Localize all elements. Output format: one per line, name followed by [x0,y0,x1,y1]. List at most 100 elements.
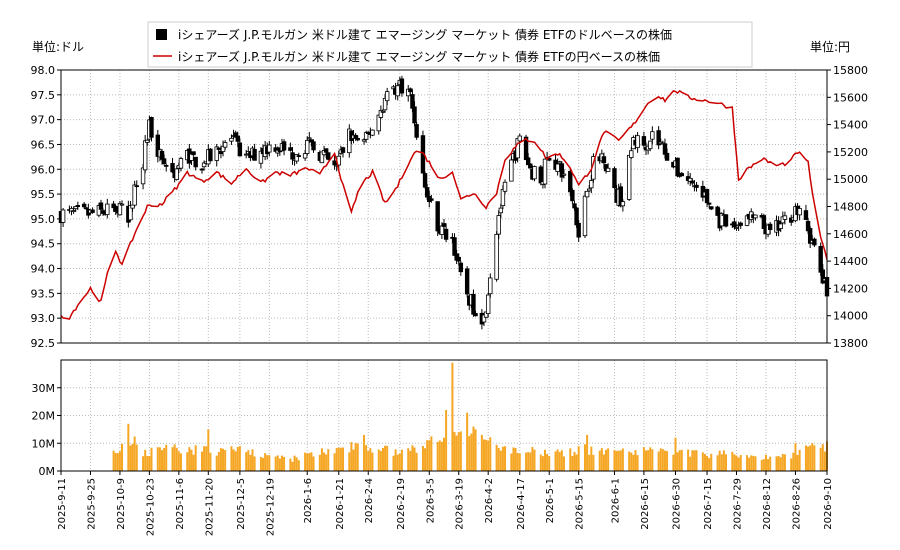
volume-bar [470,433,473,471]
candle-body [641,136,647,146]
volume-bar [352,449,355,471]
volume-bar [354,442,357,471]
x-tick-label: 2025-9-11 [57,478,68,530]
volume-bar [569,448,572,471]
candle-body [290,152,295,160]
x-tick-label: 2026-1-21 [335,478,346,530]
candle-body [778,223,783,229]
volume-bar [617,450,620,471]
candle-body [191,151,196,156]
candle-body [485,294,491,315]
candle-body [582,195,588,237]
volume-bar [424,448,427,471]
volume-bar [571,455,574,471]
candle-body [576,222,581,238]
volume-bar [613,450,616,471]
candle-body [134,185,139,188]
grid-layer [60,69,828,472]
candle-body [557,161,562,164]
volume-bar [813,445,816,471]
volume-bar [779,457,782,471]
volume-bar [171,447,174,471]
left-tick-label: 97.0 [31,114,56,127]
candle-body [370,129,375,136]
candle-body [441,223,447,227]
volume-bar [796,454,799,471]
volume-bar [592,454,595,471]
volume-bar [112,450,115,471]
volume-bar [525,452,528,471]
volume-bar [384,445,387,471]
candle-body [142,140,148,171]
candle-body [648,140,653,150]
volume-bar [443,437,445,471]
legend-label-usd: iシェアーズ J.P.モルガン 米ドル建て エマージング マーケット 債券 ET… [178,27,672,42]
volume-bar [310,452,313,471]
volume-bar [607,448,610,471]
volume-bar [131,443,134,471]
volume-bar [657,451,660,471]
candle-body [818,245,823,273]
volume-bar [173,444,176,471]
candle-body [538,166,544,184]
candle-body [568,170,573,193]
volume-tick-label: 30M [32,382,56,395]
volume-bar [146,455,149,471]
candle-body [498,207,504,214]
volume-bar [645,450,648,471]
volume-bar [546,454,549,471]
volume-bar [548,456,551,471]
yen-line-layer [60,89,828,320]
volume-bar [811,443,814,471]
volume-bar [377,449,380,471]
right-tick-label: 14600 [833,228,868,241]
volume-bar [663,450,666,471]
candle-body [199,168,205,171]
candle-body [384,91,390,102]
volume-bar [245,452,248,471]
x-tick-label: 2026-8-12 [762,478,773,530]
left-tick-label: 96.5 [31,138,56,151]
volume-bar [451,362,454,471]
volume-bar [177,451,180,471]
volume-bar [733,454,736,471]
volume-bar [381,448,384,471]
candle-body [767,223,773,230]
volume-bar [583,444,586,471]
volume-bar [781,454,784,471]
candle-body [706,202,712,205]
candle-body [311,141,316,151]
candle-body [820,269,825,284]
volume-bar [133,436,136,471]
candle-body [170,163,175,173]
volume-bar [708,457,711,471]
candle-body [709,206,714,210]
candle-body [694,184,699,188]
legend-marker-usd [156,29,167,40]
volume-bar [371,452,374,471]
volume-bar [819,447,822,471]
candle-body [305,140,310,154]
candle-body [117,203,123,216]
volume-bar [746,455,749,471]
volume-bar [687,449,690,471]
candle-body [267,144,272,153]
right-axis-unit-label: 単位:円 [810,39,850,54]
volume-bar [436,441,439,471]
volume-bar [333,453,336,471]
volume-bar [767,459,770,471]
volume-bar [804,445,807,471]
x-tick-label: 2025-10-23 [145,478,156,536]
volume-bar [232,449,235,471]
candle-body [584,190,590,198]
volume-bar [116,453,119,471]
volume-bar [693,450,696,471]
volume-bar [323,452,326,471]
volume-bar [274,456,277,471]
candle-body [294,154,299,162]
left-tick-label: 94.0 [31,263,56,276]
volume-bar [459,431,462,471]
candle-body [679,173,684,177]
legend-box [147,21,753,68]
candle-body [161,158,167,164]
